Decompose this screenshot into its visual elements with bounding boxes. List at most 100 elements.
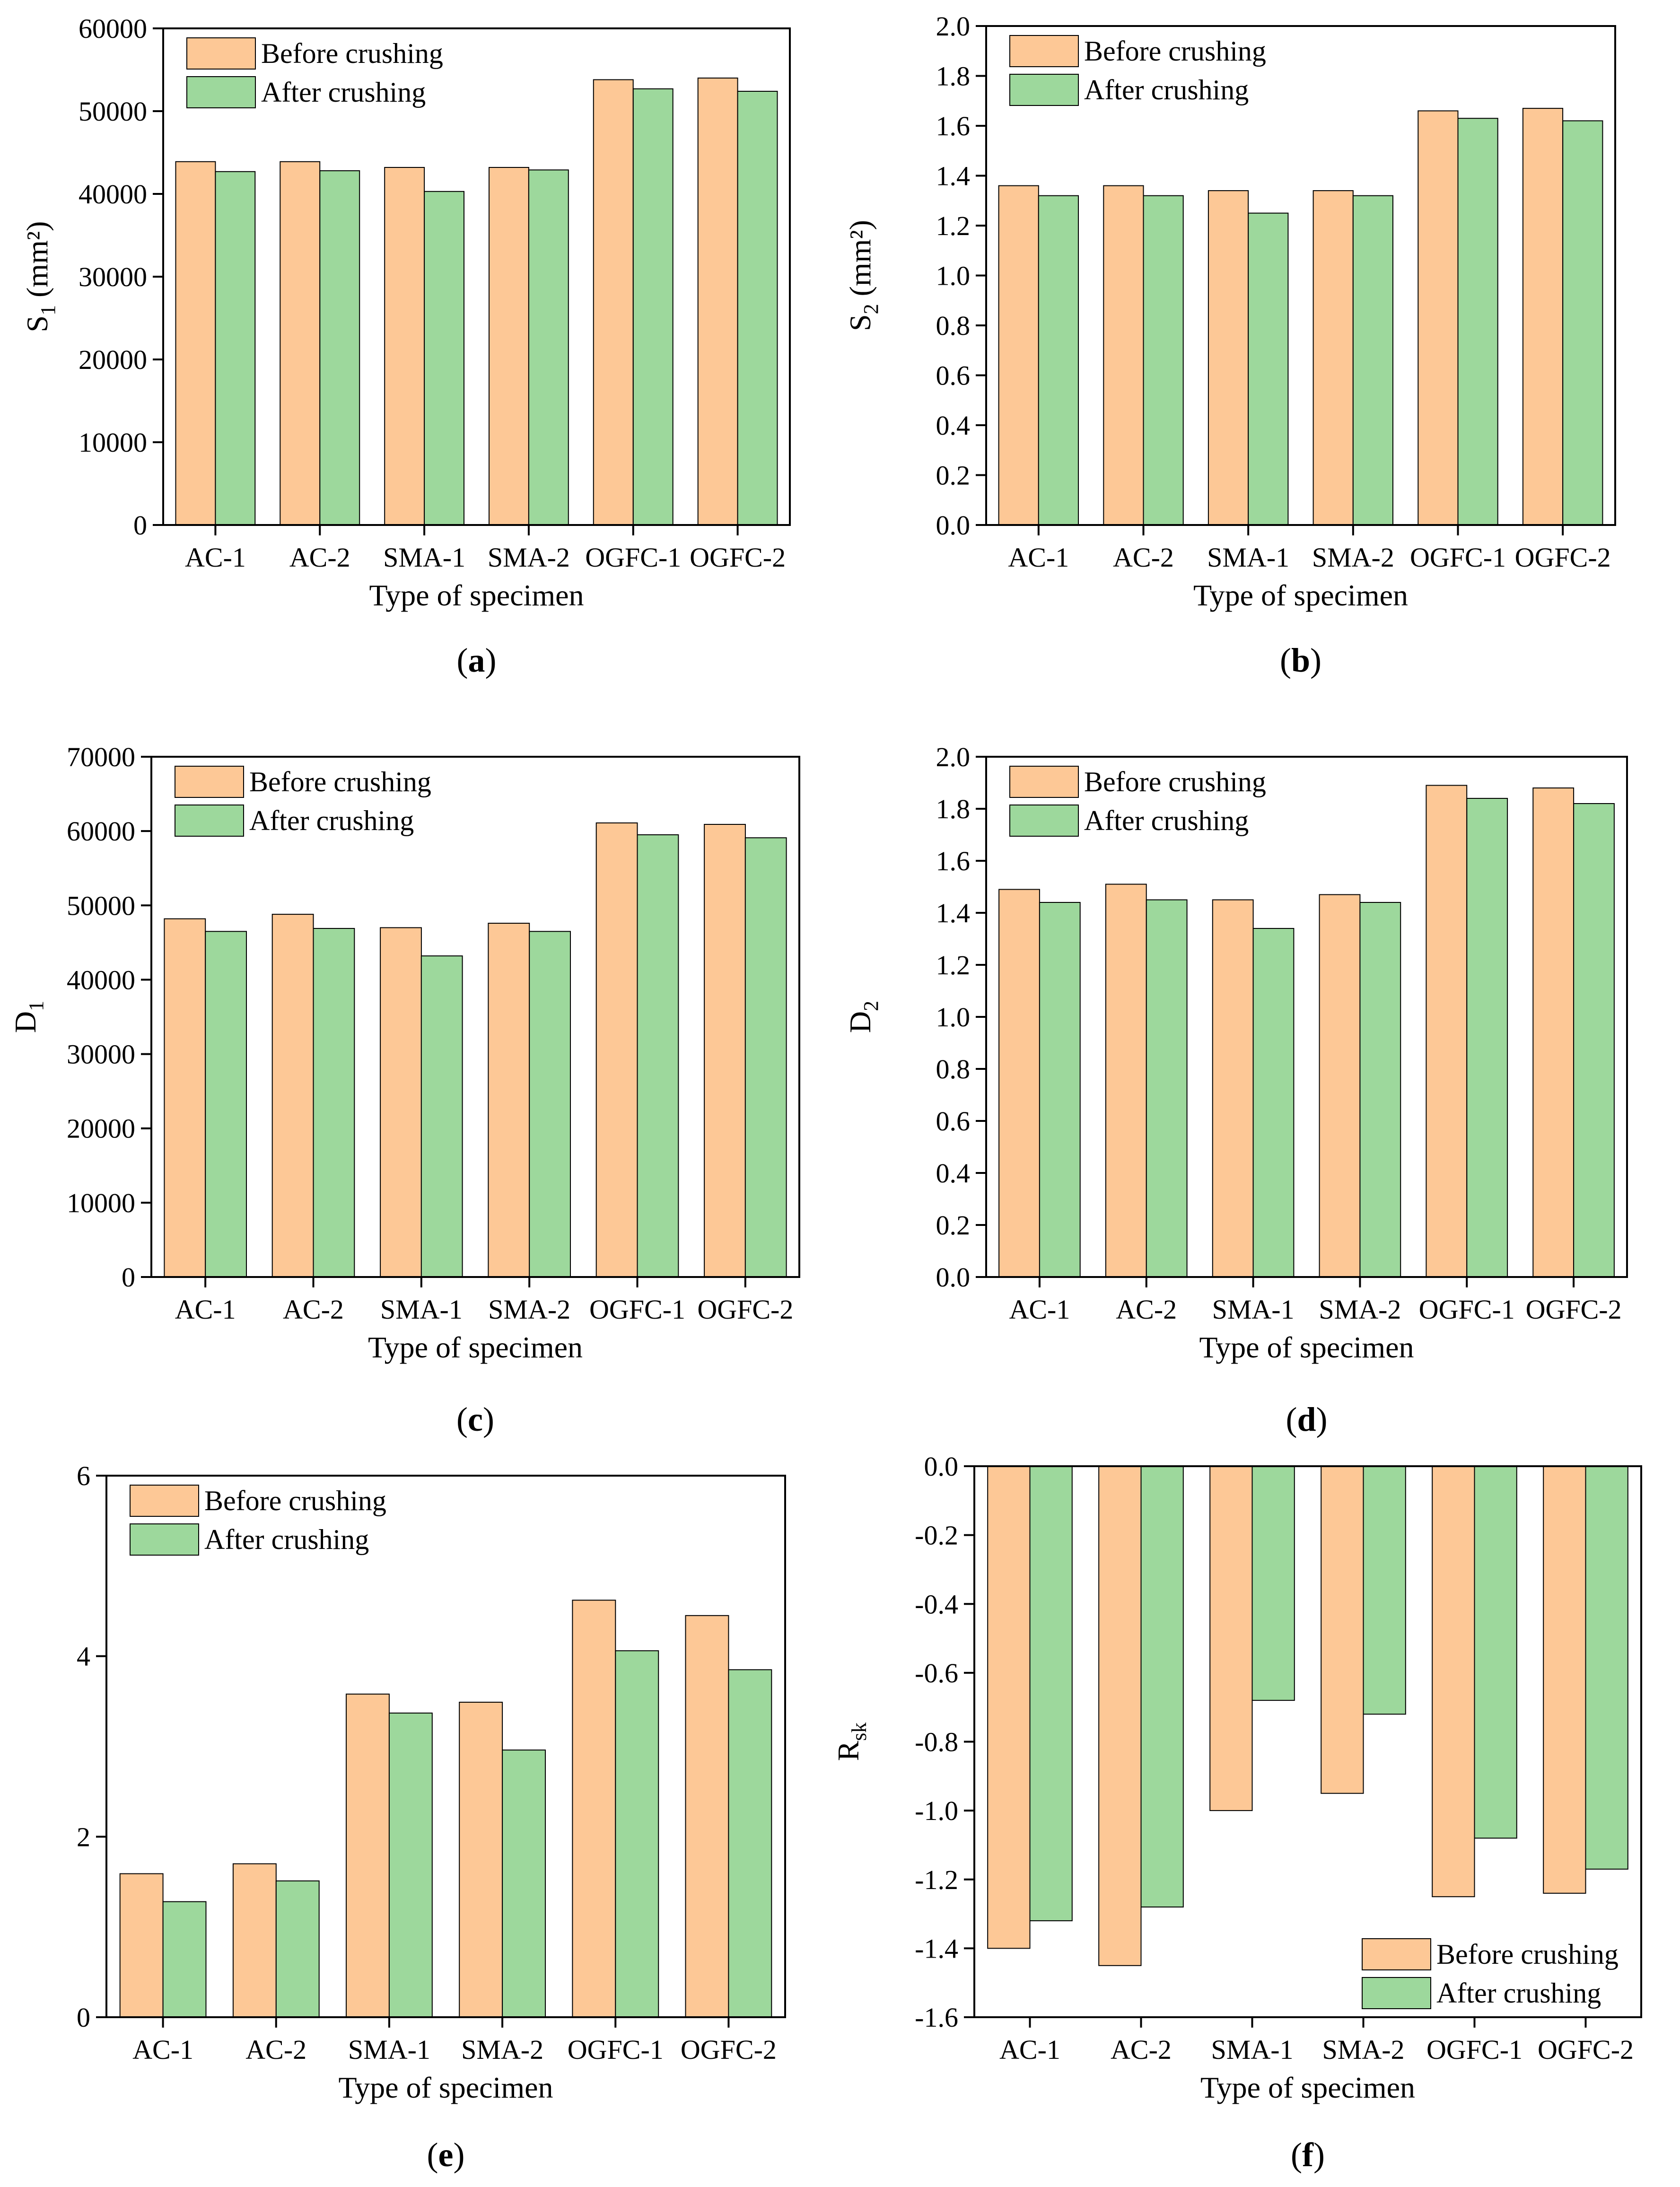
chart-panel-c: 0 10000 20000 30000 40000 50000 60000 70000 AC-1…	[9, 742, 800, 1438]
x-tick-label: OGFC-2	[1515, 542, 1611, 573]
bar-before-sma-1	[1212, 899, 1254, 1277]
bar-after-ogfc-1	[1474, 1466, 1517, 1839]
y-axis-title: S1 (mm²)	[20, 221, 60, 332]
bar-after-ac-2	[275, 1880, 320, 2018]
legend: Before crushing After crushing	[186, 37, 443, 108]
x-tick-label: AC-1	[1009, 1294, 1070, 1325]
bar-after-ogfc-1	[615, 1650, 659, 2018]
legend-label-before: Before crushing	[204, 1485, 386, 1516]
plot-frame	[973, 1465, 1642, 2018]
y-tick-label: 0	[133, 510, 147, 541]
bar-after-sma-1	[388, 1712, 433, 2018]
y-tick-label: 1.6	[936, 111, 971, 141]
x-tick-label: SMA-1	[383, 542, 465, 573]
y-tick-label: 0	[77, 2002, 90, 2033]
panel-label: (d)	[1286, 1400, 1327, 1438]
y-axis-title: D2	[843, 1001, 883, 1033]
x-tick-label: AC-2	[1113, 542, 1174, 573]
y-tick-label: 60000	[79, 13, 147, 44]
bar-before-sma-1	[1209, 1466, 1253, 1811]
bar-after-sma-1	[1252, 928, 1295, 1277]
y-tick-label: 2	[77, 1821, 90, 1852]
x-tick-label: AC-1	[175, 1294, 236, 1325]
bar-after-sma-2	[1359, 902, 1401, 1277]
bar-after-ogfc-1	[1457, 118, 1498, 525]
x-tick-label: OGFC-2	[681, 2034, 777, 2065]
x-tick-label: SMA-1	[1212, 1294, 1295, 1325]
x-tick-label: SMA-1	[1207, 542, 1289, 573]
legend: Before crushing After crushing	[130, 1485, 386, 1556]
bar-before-ogfc-2	[697, 78, 738, 525]
bar-after-ogfc-1	[1466, 798, 1508, 1277]
x-tick-label: OGFC-1	[589, 1294, 685, 1325]
bar-before-ogfc-1	[1426, 785, 1468, 1277]
legend: Before crushing After crushing	[1009, 766, 1266, 837]
chart-panel-b: 0.0 0.2 0.4 0.6 0.8 1.0 1.2 1.4 1.6 1.8 2.0 AC-1 AC-…	[843, 11, 1616, 679]
bar-before-ac-1	[175, 161, 216, 526]
bar-before-sma-2	[1319, 894, 1361, 1277]
y-tick-label: 1.0	[936, 261, 971, 291]
x-tick-label: SMA-1	[348, 2034, 430, 2065]
panel-label: (e)	[427, 2136, 465, 2174]
bar-before-ac-2	[1098, 1466, 1142, 1966]
x-tick-label: AC-2	[289, 542, 350, 573]
bar-before-ac-1	[998, 889, 1040, 1277]
x-tick-label: OGFC-2	[690, 542, 786, 573]
bar-after-sma-2	[1352, 195, 1394, 525]
legend-label-after: After crushing	[1084, 805, 1249, 836]
bar-after-ac-1	[1029, 1466, 1073, 1922]
bar-after-ac-2	[313, 928, 355, 1277]
y-axis-title: D1	[9, 1001, 48, 1033]
x-tick-label: AC-2	[1111, 2034, 1172, 2065]
legend-swatch-after	[1009, 805, 1079, 837]
bar-before-ogfc-1	[572, 1600, 616, 2018]
y-tick-label: -0.4	[915, 1589, 958, 1619]
bar-before-ac-1	[119, 1873, 164, 2018]
y-tick-label: 20000	[79, 344, 147, 375]
y-tick-label: -1.4	[915, 1933, 958, 1964]
y-tick-label: 1.6	[936, 846, 971, 876]
legend-swatch-after	[186, 76, 256, 108]
bar-after-ac-1	[215, 171, 256, 526]
bar-before-sma-1	[380, 927, 422, 1277]
y-tick-label: 0.4	[936, 410, 971, 441]
y-tick-label: -0.2	[915, 1520, 958, 1551]
legend-swatch-after	[130, 1523, 199, 1556]
legend-label-after: After crushing	[1084, 74, 1249, 105]
y-tick-label: 0.0	[936, 510, 971, 541]
x-tick-label: AC-1	[185, 542, 246, 573]
bar-after-ac-1	[1039, 902, 1081, 1277]
panel-label: (c)	[456, 1400, 494, 1438]
y-tick-label: 40000	[67, 964, 135, 995]
y-tick-label: 10000	[79, 427, 147, 458]
bar-before-ogfc-2	[685, 1615, 729, 2018]
bar-before-ogfc-1	[1418, 110, 1459, 525]
y-tick-label: 30000	[79, 262, 147, 292]
x-tick-label: OGFC-2	[1526, 1294, 1622, 1325]
bar-after-sma-2	[502, 1750, 546, 2018]
x-tick-label: OGFC-1	[585, 542, 681, 573]
y-tick-label: 6	[77, 1461, 90, 1491]
y-tick-label: -0.8	[915, 1727, 958, 1758]
y-tick-label: -0.6	[915, 1658, 958, 1688]
legend-label-after: After crushing	[249, 805, 414, 836]
y-tick-label: 1.8	[936, 61, 971, 92]
legend-swatch-after	[1362, 1977, 1431, 2009]
bar-after-ogfc-2	[737, 91, 778, 525]
bar-before-sma-1	[384, 167, 425, 525]
x-tick-label: SMA-2	[1312, 542, 1394, 573]
x-tick-label: AC-1	[999, 2034, 1060, 2065]
y-axis-title: Rsk	[831, 1723, 871, 1761]
y-tick-label: 70000	[67, 742, 135, 772]
bar-after-ogfc-2	[1585, 1466, 1628, 1870]
bar-before-sma-1	[346, 1693, 390, 2018]
bar-before-ogfc-2	[1532, 787, 1575, 1277]
x-tick-label: AC-1	[132, 2034, 193, 2065]
bar-before-ac-2	[1103, 185, 1144, 526]
y-tick-label: -1.2	[915, 1864, 958, 1895]
y-tick-label: 0.0	[924, 1451, 959, 1482]
bar-after-ac-1	[162, 1901, 207, 2018]
y-tick-label: 40000	[79, 179, 147, 210]
bar-after-sma-1	[420, 955, 463, 1277]
x-tick-label: SMA-1	[1211, 2034, 1293, 2065]
